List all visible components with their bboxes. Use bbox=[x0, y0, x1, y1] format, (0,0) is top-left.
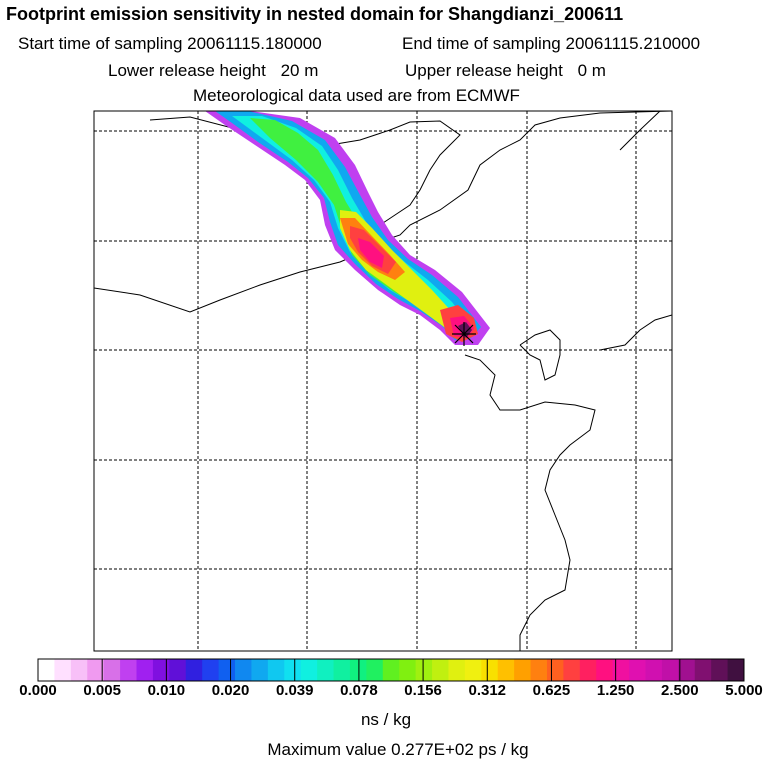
colorbar-swatch bbox=[103, 659, 121, 681]
colorbar-swatch bbox=[136, 659, 154, 681]
colorbar-swatch bbox=[530, 659, 548, 681]
colorbar-tick-label: 0.005 bbox=[83, 682, 121, 699]
colorbar-frame bbox=[37, 658, 745, 682]
colorbar-swatch bbox=[661, 659, 679, 681]
footprint-plume bbox=[205, 111, 490, 345]
colorbar-tick-label: 5.000 bbox=[725, 682, 763, 699]
colorbar-tick-label: 0.039 bbox=[275, 682, 314, 699]
colorbar-swatch bbox=[366, 659, 384, 681]
colorbar-swatch bbox=[185, 659, 203, 681]
colorbar-swatch bbox=[415, 659, 433, 681]
colorbar bbox=[37, 659, 745, 681]
colorbar-swatch bbox=[120, 659, 138, 681]
colorbar-swatch bbox=[481, 659, 499, 681]
colorbar-swatch bbox=[235, 659, 252, 681]
sampling-start-value: 20061115.180000 bbox=[187, 34, 322, 53]
colorbar-tick-label: 0.078 bbox=[340, 682, 378, 699]
colorbar-swatch bbox=[596, 659, 614, 681]
colorbar-swatch bbox=[711, 659, 729, 681]
colorbar-swatch bbox=[727, 659, 745, 681]
sampling-end-label: End time of sampling bbox=[402, 34, 561, 53]
colorbar-swatch bbox=[87, 659, 105, 681]
colorbar-swatch bbox=[70, 659, 88, 681]
colorbar-swatch bbox=[399, 659, 417, 681]
receptor-star-icon bbox=[452, 322, 476, 346]
colorbar-swatch bbox=[612, 659, 630, 681]
colorbar-tick-label: 2.500 bbox=[661, 682, 699, 699]
colorbar-swatch bbox=[382, 659, 400, 681]
colorbar-swatch bbox=[546, 659, 564, 681]
colorbar-swatch bbox=[432, 659, 449, 681]
colorbar-swatch bbox=[38, 659, 55, 681]
sampling-end: End time of sampling 20061115.210000 bbox=[402, 34, 700, 54]
sampling-end-value: 20061115.210000 bbox=[565, 34, 701, 53]
colorbar-swatch bbox=[169, 659, 187, 681]
colorbar-swatch bbox=[694, 659, 712, 681]
colorbar-swatch bbox=[54, 659, 72, 681]
sampling-start: Start time of sampling 20061115.180000 bbox=[18, 34, 322, 54]
colorbar-swatch bbox=[300, 659, 318, 681]
colorbar-swatch bbox=[152, 659, 170, 681]
colorbar-tick-label: 1.250 bbox=[596, 682, 635, 699]
colorbar-swatch bbox=[448, 659, 466, 681]
colorbar-swatch bbox=[218, 659, 236, 681]
colorbar-unit: ns / kg bbox=[360, 710, 412, 729]
colorbar-swatch bbox=[317, 659, 335, 681]
colorbar-swatch bbox=[629, 659, 646, 681]
met-source: Meteorological data used are from ECMWF bbox=[193, 86, 520, 105]
colorbar-tick-label: 0.156 bbox=[404, 682, 442, 699]
colorbar-swatch bbox=[284, 659, 302, 681]
colorbar-swatch bbox=[514, 659, 532, 681]
colorbar-tick-label: 0.625 bbox=[532, 682, 571, 699]
colorbar-swatch bbox=[645, 659, 663, 681]
lower-release-value: 20 m bbox=[280, 61, 319, 80]
map-frame bbox=[93, 110, 673, 652]
colorbar-swatch bbox=[251, 659, 269, 681]
colorbar-swatch bbox=[202, 659, 220, 681]
upper-release-label: Upper release height bbox=[405, 61, 563, 80]
colorbar-swatch bbox=[464, 659, 482, 681]
colorbar-swatch bbox=[579, 659, 597, 681]
colorbar-tick-label: 0.020 bbox=[211, 682, 250, 699]
upper-release-value: 0 m bbox=[577, 61, 606, 80]
coastline bbox=[94, 111, 672, 651]
colorbar-swatch bbox=[267, 659, 285, 681]
colorbar-tick-label: 0.312 bbox=[468, 682, 507, 699]
lower-release-label: Lower release height bbox=[108, 61, 266, 80]
max-value: Maximum value 0.277E+02 ps / kg bbox=[267, 740, 529, 759]
colorbar-tick-label: 0.010 bbox=[147, 682, 186, 699]
colorbar-swatch bbox=[678, 659, 696, 681]
sampling-start-label: Start time of sampling bbox=[18, 34, 183, 53]
page-title: Footprint emission sensitivity in nested… bbox=[6, 4, 624, 24]
lower-release-height: Lower release height 20 m bbox=[108, 61, 318, 81]
colorbar-swatch bbox=[563, 659, 581, 681]
upper-release-height: Upper release height 0 m bbox=[405, 61, 606, 81]
lat-lon-grid bbox=[94, 111, 672, 651]
colorbar-swatch bbox=[497, 659, 515, 681]
colorbar-swatch bbox=[333, 659, 351, 681]
colorbar-tick-label: 0.000 bbox=[19, 682, 57, 699]
plume-layer-magenta bbox=[358, 238, 384, 268]
